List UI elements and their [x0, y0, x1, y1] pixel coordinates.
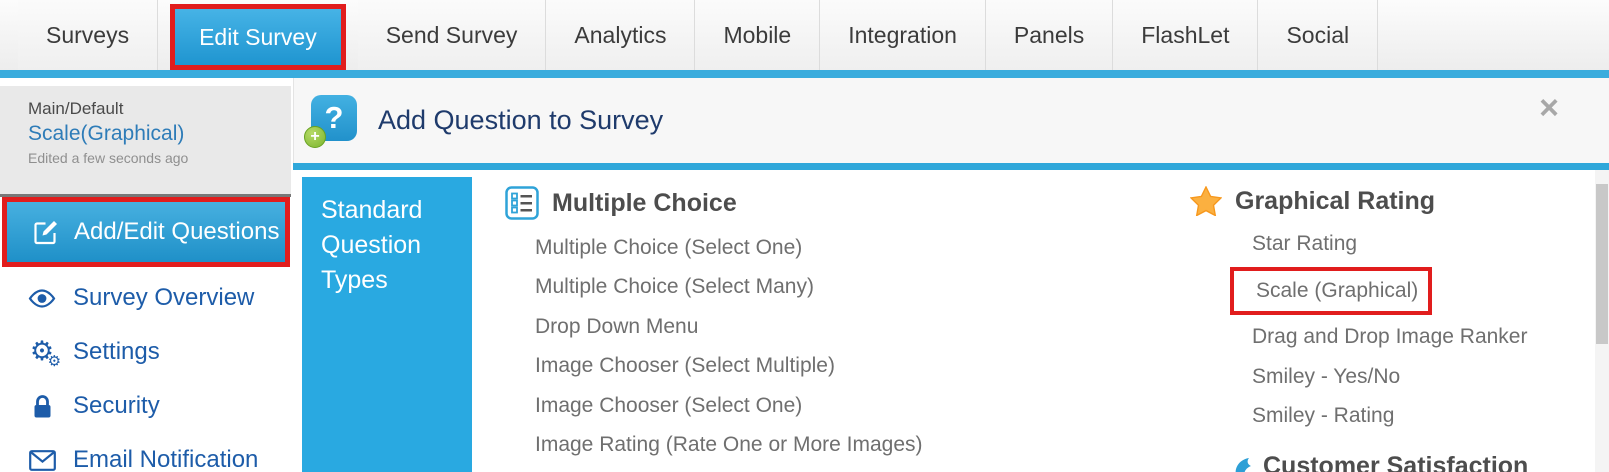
column-heading-row: Multiple Choice: [505, 186, 923, 220]
survey-name: Scale(Graphical): [28, 122, 185, 145]
dialog-title: Add Question to Survey: [378, 105, 664, 135]
dialog-scrollbar: [1595, 170, 1609, 472]
tab-edit-survey[interactable]: Edit Survey: [170, 4, 346, 70]
column-customer-satisfaction: Customer Satisfaction: [1190, 452, 1528, 472]
column-heading-row: Graphical Rating: [1190, 186, 1527, 216]
sidebar-item-settings[interactable]: ⚙ ⚙ Settings: [0, 325, 291, 379]
column-heading-row: Customer Satisfaction: [1232, 452, 1528, 472]
question-type-list: Multiple Choice (Select One) Multiple Ch…: [535, 228, 923, 465]
tab-mobile[interactable]: Mobile: [695, 0, 821, 70]
sidebar-menu: Survey Overview ⚙ ⚙ Settings Security: [0, 271, 291, 472]
question-type-drag-drop-image-ranker[interactable]: Drag and Drop Image Ranker: [1252, 325, 1528, 349]
multiple-choice-list-icon: [505, 186, 539, 220]
gears-icon: ⚙ ⚙: [29, 336, 62, 370]
question-type-mc-select-many[interactable]: Multiple Choice (Select Many): [535, 275, 814, 299]
question-type-image-chooser-one[interactable]: Image Chooser (Select One): [535, 393, 803, 417]
sidebar-item-label: Survey Overview: [73, 284, 255, 311]
dialog-header-divider: [293, 163, 1609, 170]
tab-panels[interactable]: Panels: [985, 0, 1114, 70]
tab-integration[interactable]: Integration: [820, 0, 986, 70]
dialog-header: ? + Add Question to Survey ×: [293, 78, 1609, 163]
tab-surveys[interactable]: Surveys: [18, 0, 159, 70]
add-question-icon: ? +: [304, 95, 357, 148]
eye-icon: [27, 288, 57, 308]
question-type-drop-down-menu[interactable]: Drop Down Menu: [535, 314, 699, 338]
top-nav: Surveys Edit Survey Send Survey Analytic…: [0, 0, 1609, 70]
tab-analytics[interactable]: Analytics: [546, 0, 696, 70]
column-heading: Customer Satisfaction: [1263, 452, 1529, 472]
column-heading: Multiple Choice: [552, 188, 737, 217]
sidebar-item-survey-overview[interactable]: Survey Overview: [0, 271, 291, 325]
annotation-box-scale-graphical: Scale (Graphical): [1230, 266, 1432, 315]
lock-icon: [27, 394, 57, 419]
tab-flashlet[interactable]: FlashLet: [1113, 0, 1259, 70]
question-type-mc-select-one[interactable]: Multiple Choice (Select One): [535, 235, 803, 259]
question-type-image-rating[interactable]: Image Rating (Rate One or More Images): [535, 433, 923, 457]
edit-icon: [31, 219, 61, 245]
sidebar-item-security[interactable]: Security: [0, 379, 291, 433]
tab-social[interactable]: Social: [1258, 0, 1379, 70]
question-type-smiley-yes-no[interactable]: Smiley - Yes/No: [1252, 364, 1401, 388]
edited-timestamp: Edited a few seconds ago: [28, 150, 189, 166]
tab-send-survey[interactable]: Send Survey: [357, 0, 547, 70]
close-icon[interactable]: ×: [1539, 89, 1559, 127]
sidebar-item-add-edit-questions[interactable]: Add/Edit Questions: [2, 197, 290, 267]
sidebar-item-label: Security: [73, 392, 160, 419]
column-heading: Graphical Rating: [1235, 186, 1436, 215]
sidebar-survey-info: Main/Default Scale(Graphical) Edited a f…: [0, 86, 291, 197]
category-tab-standard-question-types[interactable]: Standard Question Types: [302, 177, 472, 472]
sidebar-item-email-notification[interactable]: Email Notification: [0, 433, 291, 472]
sidebar-item-label: Add/Edit Questions: [74, 218, 280, 245]
question-type-scale-graphical[interactable]: Scale (Graphical): [1256, 278, 1419, 302]
breadcrumb: Main/Default: [28, 99, 124, 118]
question-type-star-rating[interactable]: Star Rating: [1252, 231, 1358, 255]
nav-accent-bar: [0, 70, 1609, 78]
sidebar-item-label: Email Notification: [73, 446, 259, 472]
sidebar-item-label: Settings: [73, 338, 160, 365]
scrollbar-thumb[interactable]: [1596, 184, 1608, 344]
plus-badge-icon: +: [304, 126, 326, 148]
question-type-image-chooser-multiple[interactable]: Image Chooser (Select Multiple): [535, 354, 835, 378]
star-icon: [1190, 186, 1222, 216]
column-graphical-rating: Graphical Rating Star Rating Scale (Grap…: [1190, 186, 1527, 436]
envelope-icon: [27, 449, 57, 471]
customer-satisfaction-icon: [1232, 456, 1254, 472]
question-type-smiley-rating[interactable]: Smiley - Rating: [1252, 404, 1395, 428]
question-type-list: Star Rating Scale (Graphical) Drag and D…: [1230, 224, 1528, 436]
column-multiple-choice: Multiple Choice Multiple Choice (Select …: [505, 186, 923, 465]
